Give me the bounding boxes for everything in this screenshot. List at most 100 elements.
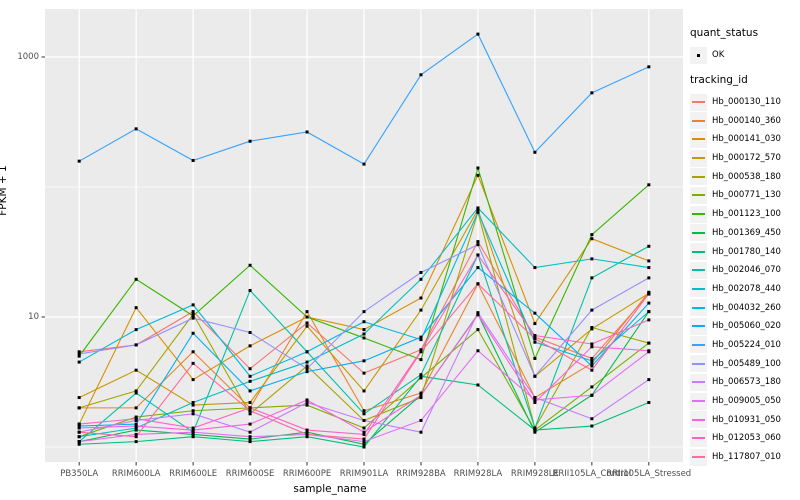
data-point (134, 389, 138, 393)
data-point (248, 288, 252, 292)
data-point (533, 356, 537, 360)
data-point (191, 426, 195, 430)
legend-key-swatch (690, 149, 707, 167)
data-point (476, 328, 480, 332)
line-swatch-icon (692, 213, 705, 216)
data-point (419, 373, 423, 377)
line-swatch-icon (692, 418, 705, 421)
legend-item: Hb_002078_440 (690, 280, 800, 299)
data-point (476, 206, 480, 210)
data-point (533, 311, 537, 315)
data-point (647, 310, 651, 314)
line-swatch-icon (692, 119, 705, 122)
data-point (533, 400, 537, 404)
data-point (362, 418, 366, 422)
data-point (362, 310, 366, 314)
data-point (305, 321, 309, 325)
data-point (248, 440, 252, 444)
data-point (533, 322, 537, 326)
data-point (590, 233, 594, 237)
data-point (419, 270, 423, 274)
data-point (362, 389, 366, 393)
data-point (590, 368, 594, 372)
data-point (419, 391, 423, 395)
data-point (476, 313, 480, 317)
data-point (305, 360, 309, 364)
legend-item: Hb_000141_030 (690, 130, 800, 149)
legend-key-swatch (690, 448, 707, 466)
data-point (248, 400, 252, 404)
data-point (191, 403, 195, 407)
data-point (77, 440, 81, 444)
data-point (305, 435, 309, 439)
legend-item-label: Hb_006573_180 (712, 377, 781, 388)
y-tick-label: 1000 (17, 52, 39, 62)
data-point (362, 412, 366, 416)
line-swatch-icon (692, 287, 705, 290)
legend-title-tracking-id: tracking_id (690, 73, 748, 86)
data-point (476, 208, 480, 212)
legend-key-swatch (690, 355, 707, 373)
data-point (191, 361, 195, 365)
legend-item-ok: OK (690, 46, 800, 65)
data-point (77, 396, 81, 400)
data-point (362, 409, 366, 413)
legend-title-quant-status: quant_status (690, 27, 759, 39)
legend-item: Hb_012053_060 (690, 429, 800, 448)
data-point (590, 385, 594, 389)
data-point (191, 400, 195, 404)
data-point (647, 400, 651, 404)
data-point (647, 349, 651, 353)
data-point (590, 361, 594, 365)
data-point (191, 312, 195, 316)
data-point (362, 332, 366, 336)
data-point (590, 326, 594, 330)
x-tick-label: RRIM600LE (169, 469, 218, 479)
data-point (419, 358, 423, 362)
data-point (134, 422, 138, 426)
data-point (362, 432, 366, 436)
data-point (590, 356, 594, 360)
legend-item: Hb_117807_010 (690, 448, 800, 467)
line-swatch-icon (692, 381, 705, 384)
data-point (419, 296, 423, 300)
x-tick-label: RRIM928LE (510, 469, 559, 479)
data-point (77, 406, 81, 410)
data-point (134, 424, 138, 428)
x-tick-label: RRII105LA_Stressed (606, 469, 692, 479)
line-swatch-icon (692, 325, 705, 328)
data-point (191, 350, 195, 354)
data-point (533, 340, 537, 344)
data-point (305, 400, 309, 404)
legend-item: Hb_001123_100 (690, 205, 800, 224)
legend-item: Hb_000130_110 (690, 93, 800, 112)
data-point (305, 403, 309, 407)
legend-key-swatch (690, 112, 707, 130)
data-point (134, 391, 138, 395)
data-point (419, 430, 423, 434)
data-point (647, 276, 651, 280)
data-point (590, 91, 594, 95)
data-point (134, 277, 138, 281)
line-swatch-icon (692, 101, 705, 104)
data-point (248, 367, 252, 371)
data-point (248, 344, 252, 348)
data-point (248, 412, 252, 416)
data-point (77, 424, 81, 428)
data-point (305, 350, 309, 354)
data-point (590, 342, 594, 346)
legend-key-swatch (690, 46, 707, 64)
data-point (533, 428, 537, 432)
legend-tracking-items: Hb_000130_110 Hb_000140_360 Hb_000141_030 H… (690, 93, 800, 467)
data-point (191, 316, 195, 320)
x-tick-label: RRII105LA_Control (552, 469, 632, 479)
legend-item: Hb_009005_050 (690, 392, 800, 411)
data-point (305, 367, 309, 371)
data-point (134, 435, 138, 439)
data-point (590, 237, 594, 241)
data-point (191, 412, 195, 416)
x-tick-label: RRIM901LA (339, 469, 389, 479)
data-point (419, 335, 423, 339)
data-point (77, 352, 81, 356)
x-tick-label: RRIM928LA (453, 469, 503, 479)
